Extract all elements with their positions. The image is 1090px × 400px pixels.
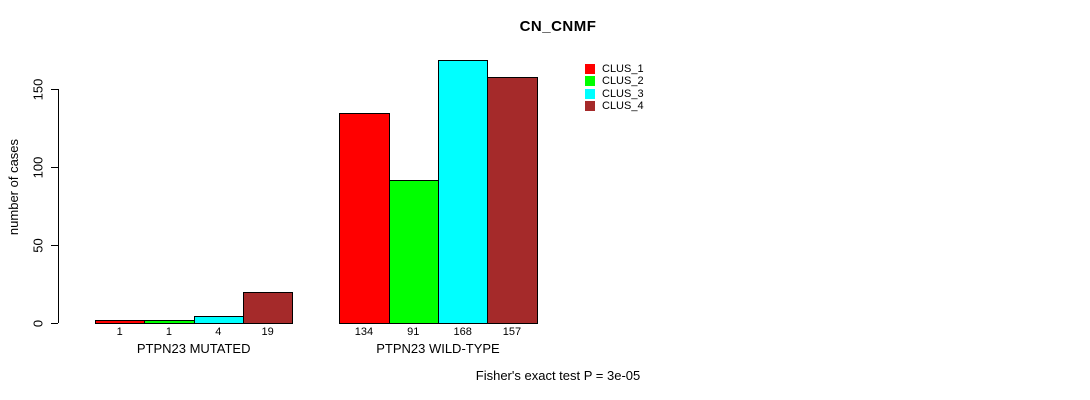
legend-row: CLUS_1: [585, 63, 675, 76]
legend-row: CLUS_3: [585, 88, 675, 101]
y-tick-label: 0: [30, 319, 46, 327]
legend-label: CLUS_4: [602, 100, 644, 113]
bar-value-label: 4: [215, 326, 222, 338]
legend-swatch: [585, 88, 595, 99]
y-axis-line: [58, 89, 59, 323]
bar-clus_1: [339, 112, 390, 324]
bar-value-label: 168: [453, 326, 472, 338]
bar-value-label: 19: [261, 326, 274, 338]
bar-value-label: 134: [354, 326, 374, 338]
category-label: PTPN23 MUTATED: [136, 341, 251, 356]
y-tick-label: 150: [30, 78, 46, 100]
y-axis-title: number of cases: [6, 138, 21, 236]
y-tick-label: 50: [30, 237, 46, 253]
y-tick-mark: [51, 88, 58, 90]
legend-label: CLUS_3: [602, 87, 644, 100]
legend-label: CLUS_2: [602, 75, 644, 88]
bar-value-label: 1: [116, 326, 123, 338]
chart-title: CN_CNMF: [519, 18, 597, 35]
legend-row: CLUS_2: [585, 75, 675, 88]
category-label: PTPN23 WILD-TYPE: [376, 341, 500, 356]
bar-value-label: 91: [407, 326, 420, 338]
bar-value-label: 157: [502, 326, 522, 338]
y-tick-mark: [51, 166, 58, 168]
legend-row: CLUS_4: [585, 100, 675, 113]
footnote-text: Fisher's exact test P = 3e-05: [475, 368, 641, 383]
bar-clus_1: [95, 320, 146, 324]
y-tick-mark: [51, 244, 58, 246]
bar-clus_2: [388, 180, 439, 324]
legend-swatch: [585, 101, 595, 112]
y-tick-mark: [51, 322, 58, 324]
bar-value-label: 1: [165, 326, 173, 338]
bar-clus_3: [193, 315, 244, 324]
bar-clus_4: [487, 77, 538, 324]
bar-clus_3: [437, 59, 489, 324]
y-tick-label: 100: [30, 156, 46, 178]
bar-clus_2: [144, 320, 195, 324]
legend-swatch: [585, 63, 595, 74]
legend-swatch: [585, 76, 595, 87]
bar-clus_4: [243, 292, 294, 324]
legend-label: CLUS_1: [602, 62, 644, 75]
